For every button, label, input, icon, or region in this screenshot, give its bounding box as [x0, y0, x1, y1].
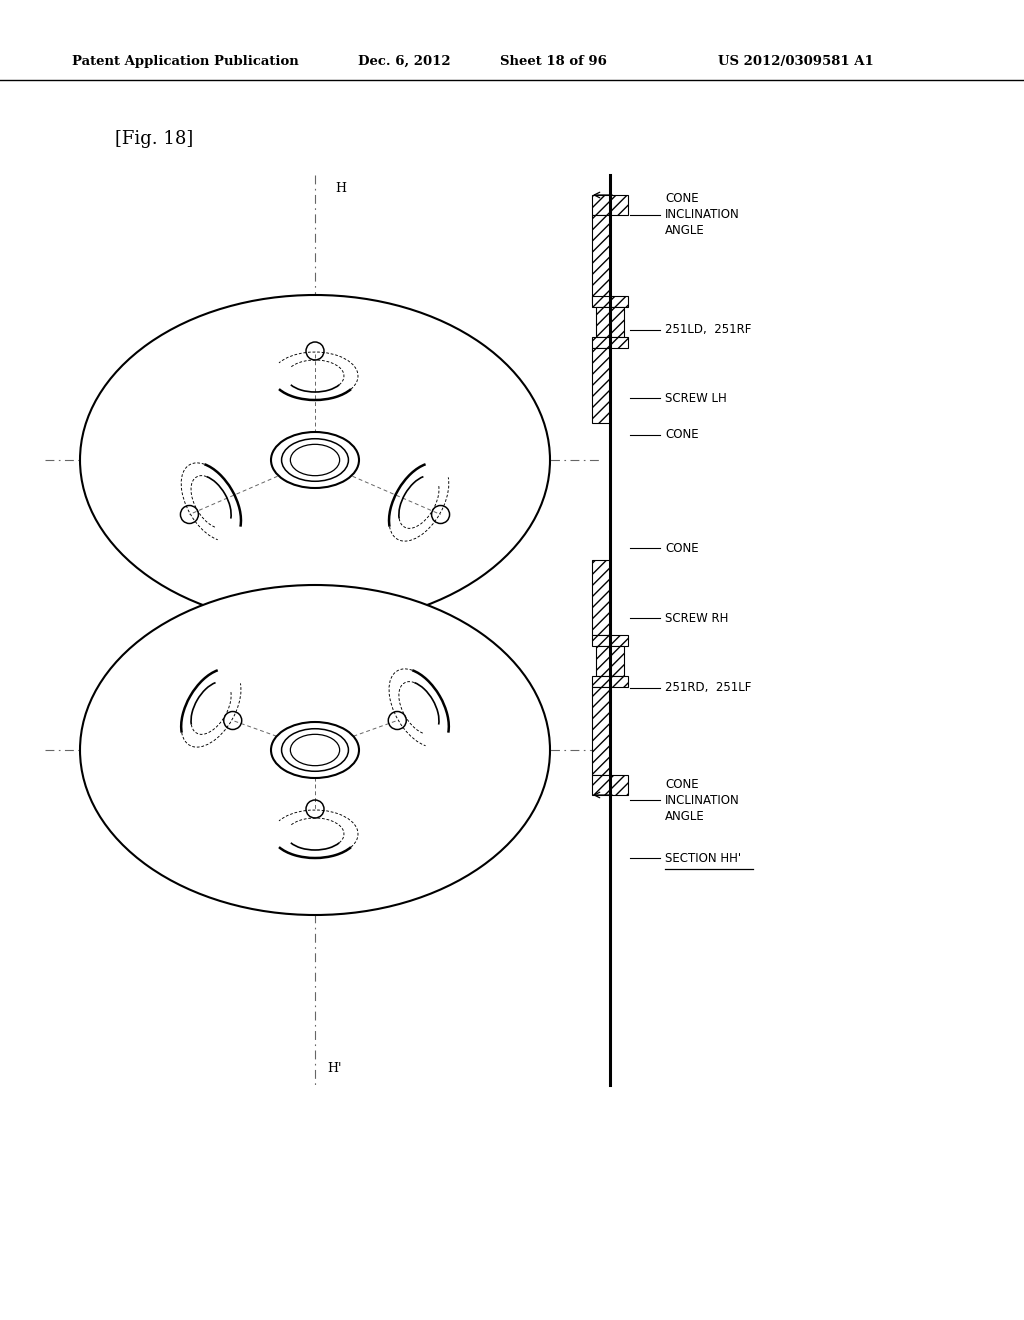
Bar — [592, 348, 610, 422]
Text: CONE: CONE — [665, 541, 698, 554]
Text: H: H — [335, 182, 346, 195]
Bar — [592, 686, 610, 775]
Text: SECTION HH': SECTION HH' — [665, 851, 741, 865]
Text: Dec. 6, 2012: Dec. 6, 2012 — [358, 55, 451, 69]
Ellipse shape — [282, 729, 348, 771]
Bar — [592, 215, 610, 304]
Bar — [592, 635, 628, 645]
Text: CONE
INCLINATION
ANGLE: CONE INCLINATION ANGLE — [665, 777, 739, 822]
Bar — [596, 308, 624, 337]
Text: SCREW RH: SCREW RH — [665, 611, 728, 624]
Bar — [596, 645, 624, 676]
Text: Patent Application Publication: Patent Application Publication — [72, 55, 299, 69]
Text: CONE: CONE — [665, 429, 698, 441]
Text: Sheet 18 of 96: Sheet 18 of 96 — [500, 55, 607, 69]
Text: CONE
INCLINATION
ANGLE: CONE INCLINATION ANGLE — [665, 193, 739, 238]
Bar — [592, 775, 628, 795]
Ellipse shape — [271, 722, 359, 777]
Bar — [592, 195, 628, 215]
Bar — [592, 676, 628, 686]
Bar — [592, 296, 628, 308]
Text: H': H' — [327, 1063, 341, 1074]
Ellipse shape — [282, 438, 348, 482]
Text: 251RD,  251LF: 251RD, 251LF — [665, 681, 752, 694]
Text: [Fig. 18]: [Fig. 18] — [115, 129, 194, 148]
Ellipse shape — [291, 734, 340, 766]
Ellipse shape — [291, 445, 340, 475]
Bar — [592, 560, 610, 635]
Ellipse shape — [80, 585, 550, 915]
Ellipse shape — [80, 294, 550, 624]
Text: SCREW LH: SCREW LH — [665, 392, 727, 404]
Text: US 2012/0309581 A1: US 2012/0309581 A1 — [718, 55, 873, 69]
Text: 251LD,  251RF: 251LD, 251RF — [665, 323, 752, 337]
Ellipse shape — [271, 432, 359, 488]
Bar — [592, 337, 628, 348]
